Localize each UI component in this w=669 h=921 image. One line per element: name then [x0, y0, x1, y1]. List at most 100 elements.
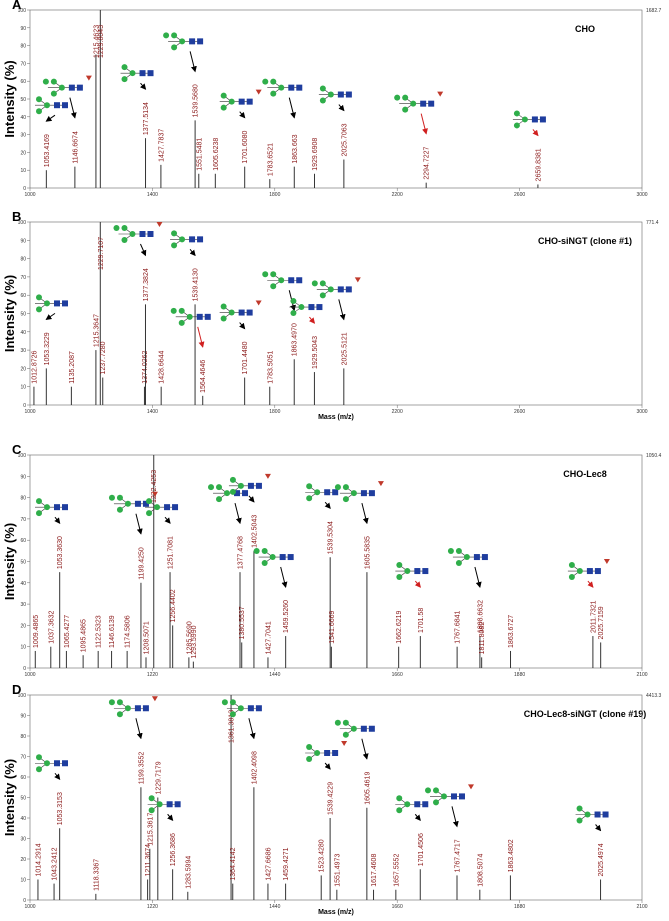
peak-label: 1427.7041: [265, 621, 272, 654]
y-tick-label: 30: [20, 837, 26, 843]
mannose: [237, 482, 244, 489]
mannose: [186, 313, 193, 320]
peak-label: 1539.5304: [328, 521, 335, 554]
arrow: [420, 113, 428, 135]
y-tick-label: 40: [20, 816, 26, 822]
y-tick-label: 10: [20, 645, 26, 651]
peak-label: 1237.7280: [100, 341, 107, 374]
glcnac: [76, 84, 83, 91]
peak-label: 2011.7321: [590, 600, 597, 633]
y-tick-label: 10: [20, 878, 26, 884]
glcnac: [246, 98, 253, 105]
peak-label: 1380.5537: [239, 606, 246, 639]
mannose: [216, 496, 223, 503]
peak-label: 1863.6727: [508, 615, 515, 648]
peak-label: 1808.6632: [477, 600, 484, 633]
y-tick-label: 20: [20, 150, 26, 156]
y-tick-label: 100: [18, 453, 27, 459]
glcnac: [247, 705, 254, 712]
glycan-icon: [35, 498, 68, 517]
mannose: [513, 110, 520, 117]
mannose: [229, 476, 236, 483]
arrow: [164, 516, 171, 524]
mannose: [350, 490, 357, 497]
mannose: [455, 548, 462, 555]
y-tick-label: 100: [18, 693, 27, 699]
glcnac: [166, 801, 173, 808]
mannose: [432, 787, 439, 794]
glcnac: [332, 489, 339, 496]
max-intensity: 1050.4: [646, 453, 662, 459]
peak-label: 1009.4865: [33, 615, 40, 648]
mannose: [278, 84, 285, 91]
mannose: [396, 807, 403, 814]
peak-label: 1767.4717: [454, 839, 461, 872]
arrow: [324, 501, 331, 510]
y-tick-label: 80: [20, 44, 26, 50]
glycan-icon: [120, 64, 154, 83]
mannose: [146, 510, 153, 517]
arrow: [587, 580, 594, 588]
panel-title: CHO: [575, 24, 595, 34]
panel-title: CHO-siNGT (clone #1): [538, 236, 632, 246]
mannose: [262, 271, 269, 278]
glycan-icon: [170, 230, 204, 249]
peak-label: 2659.8381: [535, 148, 542, 181]
arrow: [338, 104, 345, 112]
glcnac: [62, 102, 68, 109]
y-axis-label: Intensity (%): [2, 275, 17, 352]
mannose: [220, 92, 227, 99]
mannose: [129, 231, 136, 237]
glycan-icon: [170, 307, 211, 326]
glycan-icon: [35, 96, 68, 115]
mannose: [270, 90, 277, 97]
mannose: [396, 562, 403, 569]
x-tick-label: 3000: [636, 409, 647, 415]
glcnac: [197, 38, 204, 45]
mannose: [116, 711, 123, 718]
mannose: [568, 574, 575, 581]
mannose: [306, 744, 313, 750]
mannose: [319, 292, 326, 299]
x-tick-label: 2100: [636, 904, 647, 910]
mannose: [44, 102, 50, 109]
glcnac: [594, 568, 601, 575]
glcnac: [414, 568, 421, 575]
glcnac: [308, 304, 315, 311]
peak-label: 1251.7081: [168, 536, 175, 569]
y-tick-label: 20: [20, 857, 26, 863]
mannose: [50, 78, 57, 85]
glycan-icon: [394, 91, 444, 113]
peak-label: 1199.3552: [138, 752, 145, 785]
peak-label: 1012.8726: [31, 351, 38, 384]
mannose: [171, 230, 178, 237]
y-tick-label: 0: [23, 403, 26, 409]
mannose: [220, 315, 227, 322]
glycan-icon: [208, 484, 249, 503]
mannose: [298, 304, 305, 311]
mannose: [576, 568, 583, 575]
glycan-icon: [113, 222, 163, 243]
peak-label: 1053.3630: [57, 536, 64, 569]
glycan-icon: [228, 473, 271, 495]
glcnac: [368, 490, 375, 497]
mannose: [342, 731, 349, 738]
mannose: [228, 98, 235, 105]
y-tick-label: 80: [20, 734, 26, 740]
fucose: [341, 741, 348, 746]
glcnac: [196, 313, 203, 320]
arrow: [135, 718, 143, 740]
mannose: [171, 32, 178, 39]
mannose: [229, 488, 236, 495]
peak-label: 1605.6238: [213, 138, 220, 171]
y-tick-label: 40: [20, 581, 26, 587]
peak-label: 1427.6686: [265, 847, 272, 880]
mannose: [334, 719, 341, 726]
mannose: [208, 484, 215, 491]
peak-label: 1014.2914: [35, 843, 42, 876]
peak-label: 1293.5990: [191, 625, 198, 658]
mannose: [36, 108, 42, 115]
arrow: [135, 513, 143, 535]
glycan-icon: [145, 498, 179, 517]
glcnac: [539, 116, 546, 123]
